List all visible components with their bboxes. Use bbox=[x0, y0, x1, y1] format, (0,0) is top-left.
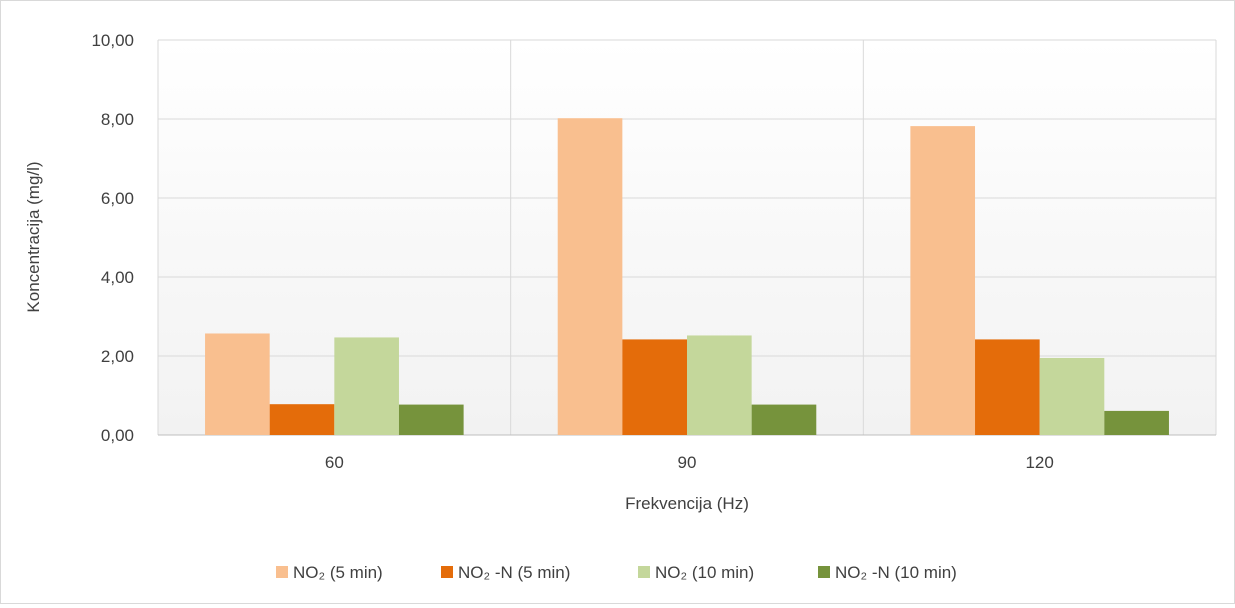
x-tick-label: 90 bbox=[678, 453, 697, 472]
bar-60-series-1 bbox=[205, 333, 270, 435]
y-axis-ticks: 0,00 2,00 4,00 6,00 8,00 10,00 bbox=[91, 31, 134, 445]
legend: NO₂ (5 min) NO₂ -N (5 min) NO₂ (10 min) NO₂… bbox=[276, 563, 957, 582]
bar-120-series-1 bbox=[910, 126, 976, 436]
legend-swatch bbox=[638, 566, 650, 578]
bar-60-series-2 bbox=[269, 404, 335, 435]
y-tick-label: 6,00 bbox=[101, 189, 134, 208]
bar-60-series-3 bbox=[334, 337, 399, 435]
bar-120-series-4 bbox=[1104, 410, 1169, 435]
legend-label: NO₂ (10 min) bbox=[655, 563, 754, 582]
bar-60-series-4 bbox=[398, 404, 464, 435]
bar-120-series-3 bbox=[1039, 357, 1105, 435]
y-axis-label: Koncentracija (mg/l) bbox=[24, 161, 43, 312]
legend-label: NO₂ (5 min) bbox=[293, 563, 383, 582]
bar-120-series-2 bbox=[975, 339, 1040, 435]
y-tick-label: 0,00 bbox=[101, 426, 134, 445]
x-axis-label: Frekvencija (Hz) bbox=[625, 494, 749, 513]
bar-90-series-4 bbox=[751, 404, 817, 435]
y-tick-label: 2,00 bbox=[101, 347, 134, 366]
x-axis-ticks: 60 90 120 bbox=[325, 453, 1054, 472]
legend-swatch bbox=[276, 566, 288, 578]
legend-swatch bbox=[441, 566, 453, 578]
bar-90-series-1 bbox=[557, 118, 623, 436]
x-tick-label: 120 bbox=[1025, 453, 1053, 472]
x-tick-label: 60 bbox=[325, 453, 344, 472]
bar-90-series-2 bbox=[622, 339, 687, 435]
y-tick-label: 10,00 bbox=[91, 31, 134, 50]
legend-label: NO₂ -N (5 min) bbox=[458, 563, 570, 582]
bar-90-series-3 bbox=[687, 335, 752, 435]
y-tick-label: 8,00 bbox=[101, 110, 134, 129]
y-tick-label: 4,00 bbox=[101, 268, 134, 287]
legend-swatch bbox=[818, 566, 830, 578]
legend-label: NO₂ -N (10 min) bbox=[835, 563, 957, 582]
bars bbox=[205, 118, 1169, 436]
